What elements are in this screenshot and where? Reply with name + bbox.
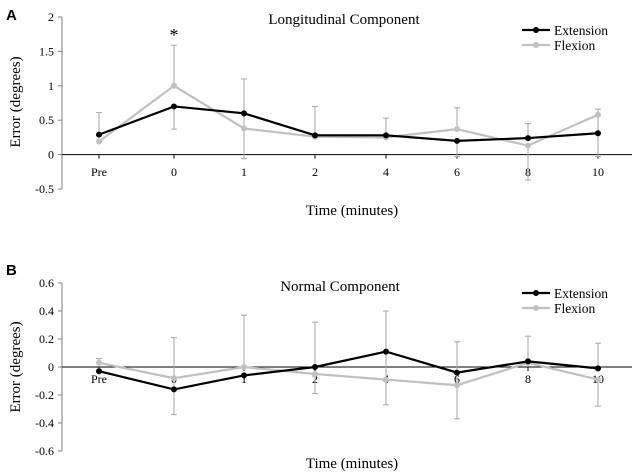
- panel-b-ytick-label: 0.6: [39, 276, 54, 290]
- panel-b-legend-marker-extension: [533, 290, 539, 296]
- panel-b-point-extension: [525, 358, 531, 365]
- panel-b-ytick-label: 0.2: [39, 332, 54, 346]
- panel-a-ytick-label: 2: [48, 10, 54, 24]
- panel-a-line-extension: [98, 105, 599, 142]
- panel-a-xtick-label: Pre: [91, 165, 107, 179]
- panel-a-xtick-label: 4: [383, 165, 389, 179]
- panel-a-point-extension: [383, 132, 389, 139]
- panel-b-point-extension: [241, 372, 247, 379]
- panel-b-ytick-label: 0: [48, 360, 54, 374]
- panel-a-point-flexion: [241, 125, 247, 132]
- panel-b-xlabel: Time (minutes): [306, 456, 398, 472]
- panel-b-legend-label-flexion: Flexion: [554, 301, 596, 316]
- panel-a-point-flexion: [171, 82, 177, 89]
- panel-a-point-flexion: [525, 142, 531, 149]
- panel-a-xtick-label: 10: [592, 165, 604, 179]
- panel-b-point-flexion: [383, 376, 389, 383]
- panel-b-xtick-label: Pre: [91, 372, 107, 386]
- panel-a-legend-marker-flexion: [533, 42, 539, 48]
- panel-a-point-extension: [96, 131, 102, 138]
- panel-b-point-flexion: [171, 375, 177, 382]
- panel-a-title: Longitudinal Component: [268, 12, 420, 28]
- panel-b-label: B: [6, 262, 17, 279]
- panel-a-xtick-label: 6: [454, 165, 460, 179]
- panel-a-point-extension: [454, 137, 460, 144]
- panel-b-ylabel: Error (degrees): [8, 321, 24, 412]
- panel-a-legend-marker-extension: [533, 27, 539, 33]
- panel-b-xtick-label: 1: [241, 372, 247, 386]
- panel-b-point-extension: [312, 364, 318, 370]
- panel-a-ylabel: Error (degrees): [8, 56, 24, 147]
- panel-a-ytick-label: 1.5: [39, 44, 54, 58]
- panel-a-xtick-label: 2: [312, 165, 318, 179]
- panel-b-point-flexion: [312, 371, 318, 377]
- panel-a-xtick-label: 0: [171, 165, 177, 179]
- panel-a-xlabel: Time (minutes): [306, 203, 398, 219]
- panel-a-ytick-label: 1: [48, 79, 54, 93]
- panel-b-legend-marker-flexion: [533, 305, 539, 311]
- panel-a-ytick-label: 0: [48, 148, 54, 162]
- panel-b-point-extension: [595, 365, 601, 372]
- panel-b-point-flexion: [96, 359, 102, 366]
- panel-b-point-extension: [454, 369, 460, 376]
- panel-a-line-flexion: [98, 84, 599, 147]
- panel-a-point-extension: [312, 132, 318, 139]
- panel-b-point-flexion: [595, 376, 601, 383]
- panel-b-point-extension: [171, 386, 177, 393]
- panel-b-point-extension: [383, 348, 389, 355]
- panel-b-plot: -0.6-0.4-0.200.20.40.6Pre01246810Extensi…: [35, 276, 632, 458]
- panel-b-legend-label-extension: Extension: [554, 286, 608, 301]
- panel-b-point-flexion: [454, 382, 460, 389]
- panel-a-legend-label-extension: Extension: [554, 23, 608, 38]
- panel-b-point-flexion: [241, 364, 247, 370]
- panel-b-ytick-label: 0.4: [39, 304, 54, 318]
- panel-a-point-extension: [171, 103, 177, 110]
- panel-a-legend-label-flexion: Flexion: [554, 38, 596, 53]
- panel-b-point-extension: [96, 368, 102, 375]
- panel-a-point-extension: [595, 130, 601, 137]
- panel-a-point-flexion: [96, 138, 102, 145]
- panel-b-ytick-label: -0.4: [35, 416, 54, 430]
- panel-a-ytick-label: -0.5: [35, 182, 54, 196]
- panel-a-point-extension: [241, 110, 247, 117]
- panel-b-ytick-label: -0.2: [35, 388, 54, 402]
- panel-a-ytick-label: 0.5: [39, 113, 54, 127]
- panel-b-title: Normal Component: [280, 279, 400, 295]
- panel-a-plot: -0.500.511.52Pre01246810*ExtensionFlexio…: [35, 10, 632, 196]
- panel-b-ytick-label: -0.6: [35, 444, 54, 458]
- panel-a-point-extension: [525, 135, 531, 142]
- panel-b-xtick-label: 8: [525, 372, 531, 386]
- panel-a-label: A: [6, 7, 17, 24]
- panel-b-line-flexion: [98, 361, 599, 387]
- panel-a-xtick-label: 1: [241, 165, 247, 179]
- panel-a-point-flexion: [454, 126, 460, 133]
- panel-b-line-extension: [98, 350, 599, 391]
- panel-a-point-flexion: [595, 111, 601, 118]
- panel-a-annotation: *: [170, 25, 179, 45]
